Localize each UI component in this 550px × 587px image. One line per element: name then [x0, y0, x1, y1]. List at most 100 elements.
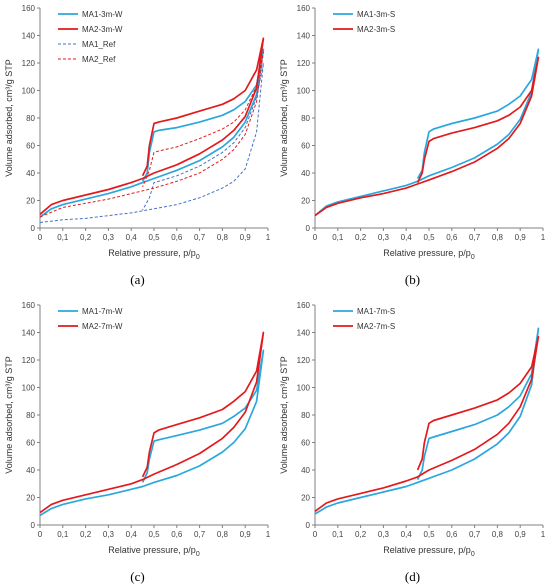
y-tick-label: 0	[31, 224, 36, 233]
series-line-ma2-3m-s	[314, 56, 540, 217]
series-line-ma2-ref	[39, 51, 264, 218]
y-tick-label: 20	[26, 197, 35, 206]
x-axis-label-sub: 0	[471, 551, 475, 558]
y-axis-label: Volume adsorbed, cm³/g STP	[279, 356, 289, 474]
x-tick-label: 0	[38, 530, 43, 539]
x-axis-label-sub: 0	[471, 254, 475, 261]
y-tick-label: 160	[297, 301, 311, 310]
legend-entry: MA2_Ref	[82, 55, 116, 64]
y-tick-label: 160	[297, 4, 311, 13]
y-tick-label: 160	[22, 4, 36, 13]
y-tick-label: 140	[22, 329, 36, 338]
y-tick-label: 80	[26, 114, 35, 123]
legend-entry: MA2-7m-S	[357, 322, 395, 331]
x-tick-label: 0,1	[57, 233, 69, 242]
y-tick-label: 0	[31, 521, 36, 530]
y-axis-label: Volume adsorbed, cm³/g STP	[4, 59, 14, 177]
x-tick-label: 0,3	[103, 530, 115, 539]
x-tick-label: 0,7	[194, 530, 206, 539]
x-tick-label: 0,2	[80, 233, 92, 242]
x-axis-label-main: Relative pressure, p/p	[383, 248, 471, 258]
y-tick-label: 60	[26, 439, 35, 448]
chart-panel-4: 0 20 40 60 80 100 120 140 160 0 0,1 0,2 0,3 0,4 0,5 0,6…	[279, 301, 546, 558]
panel-label: (a)	[130, 272, 145, 287]
y-tick-label: 20	[26, 494, 35, 503]
legend-entry: MA2-3m-W	[82, 25, 123, 34]
x-axis-label: Relative pressure, p/p0	[108, 545, 200, 558]
chart-panel-3: 0 20 40 60 80 100 120 140 160 0 0,1 0,2 0,3 0,4 0,5 0,6…	[4, 301, 271, 558]
x-axis-label-main: Relative pressure, p/p	[108, 545, 196, 555]
legend-entry: MA1-3m-S	[357, 10, 395, 19]
y-tick-label: 40	[301, 466, 310, 475]
y-tick-label: 140	[22, 32, 36, 41]
x-tick-label: 0,4	[401, 530, 413, 539]
series-line-ma1-ref	[39, 62, 264, 223]
x-tick-label: 0,1	[332, 233, 344, 242]
x-tick-label: 1	[266, 530, 271, 539]
y-tick-label: 60	[301, 142, 310, 151]
x-tick-label: 0,2	[355, 233, 367, 242]
y-tick-label: 140	[297, 329, 311, 338]
x-tick-label: 0,3	[378, 233, 390, 242]
y-tick-label: 60	[301, 439, 310, 448]
series-line-ma2-7m-s	[314, 335, 540, 512]
x-axis-label: Relative pressure, p/p0	[108, 248, 200, 261]
series-line-ma2-7m-w	[39, 331, 265, 514]
y-axis-label: Volume adsorbed, cm³/g STP	[4, 356, 14, 474]
legend-entry: MA1-7m-S	[357, 307, 395, 316]
y-tick-label: 120	[297, 356, 311, 365]
x-tick-label: 0	[313, 233, 318, 242]
x-tick-label: 0,4	[126, 233, 138, 242]
y-tick-label: 40	[26, 466, 35, 475]
y-tick-label: 120	[297, 59, 311, 68]
panel-label: (c)	[130, 569, 145, 584]
x-tick-label: 0,9	[515, 233, 527, 242]
series-line-ma1-7m-s	[314, 327, 540, 515]
legend-entry: MA2-3m-S	[357, 25, 395, 34]
y-tick-label: 80	[301, 114, 310, 123]
legend-entry: MA1-7m-W	[82, 307, 123, 316]
x-tick-label: 0,5	[423, 530, 435, 539]
x-tick-label: 0,9	[240, 233, 252, 242]
panel-label: (d)	[404, 569, 421, 584]
y-tick-label: 40	[301, 169, 310, 178]
y-tick-label: 120	[22, 59, 36, 68]
x-tick-label: 1	[266, 233, 271, 242]
x-tick-label: 0,3	[103, 233, 115, 242]
x-tick-label: 0,2	[355, 530, 367, 539]
y-tick-label: 100	[22, 87, 36, 96]
y-tick-label: 160	[22, 301, 36, 310]
y-tick-label: 140	[297, 32, 311, 41]
x-axis-label: Relative pressure, p/p0	[383, 248, 475, 261]
x-tick-label: 0,1	[57, 530, 69, 539]
x-tick-label: 0,3	[378, 530, 390, 539]
chart-panel-2: 0 20 40 60 80 100 120 140 160 0 0,1 0,2 0,3 0,4 0,5 0,6…	[279, 4, 546, 261]
x-tick-label: 0	[38, 233, 43, 242]
x-tick-label: 0,6	[171, 530, 183, 539]
series-line-ma1-7m-w	[39, 349, 265, 517]
x-tick-label: 0,8	[492, 530, 504, 539]
x-tick-label: 0,6	[171, 233, 183, 242]
y-tick-label: 0	[306, 224, 311, 233]
x-tick-label: 0,7	[194, 233, 206, 242]
x-axis-label-sub: 0	[196, 551, 200, 558]
x-tick-label: 0,1	[332, 530, 344, 539]
y-tick-label: 100	[22, 384, 36, 393]
x-tick-label: 0,5	[148, 233, 160, 242]
x-tick-label: 0,6	[446, 233, 458, 242]
x-tick-label: 0,2	[80, 530, 92, 539]
y-tick-label: 120	[22, 356, 36, 365]
x-axis-label: Relative pressure, p/p0	[383, 545, 475, 558]
legend-entry: MA2-7m-W	[82, 322, 123, 331]
y-tick-label: 100	[297, 87, 311, 96]
x-tick-label: 0,7	[469, 233, 481, 242]
x-tick-label: 0,5	[148, 530, 160, 539]
x-tick-label: 0,8	[492, 233, 504, 242]
x-tick-label: 0,6	[446, 530, 458, 539]
x-tick-label: 1	[541, 233, 546, 242]
x-tick-label: 0,4	[401, 233, 413, 242]
x-axis-label-main: Relative pressure, p/p	[383, 545, 471, 555]
y-axis-label: Volume adsorbed, cm³/g STP	[279, 59, 289, 177]
x-tick-label: 0,4	[126, 530, 138, 539]
